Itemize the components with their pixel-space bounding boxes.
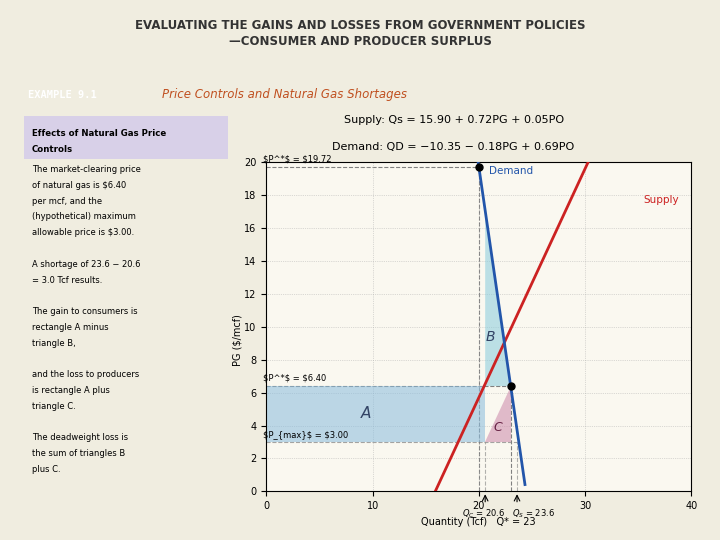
Text: EXAMPLE 9.1: EXAMPLE 9.1	[28, 90, 97, 99]
Text: $Q_S$ = 23.6: $Q_S$ = 23.6	[512, 507, 554, 519]
Polygon shape	[266, 386, 485, 442]
Text: of natural gas is $6.40: of natural gas is $6.40	[32, 181, 126, 190]
Text: Controls: Controls	[32, 145, 73, 154]
Text: and the loss to producers: and the loss to producers	[32, 370, 139, 379]
Polygon shape	[485, 211, 510, 386]
Text: The gain to consumers is: The gain to consumers is	[32, 307, 138, 316]
Text: plus C.: plus C.	[32, 465, 60, 474]
Text: The market-clearing price: The market-clearing price	[32, 165, 141, 174]
Text: B: B	[486, 329, 495, 343]
Text: Demand: QD = −10.35 − 0.18PG + 0.69PO: Demand: QD = −10.35 − 0.18PG + 0.69PO	[333, 142, 575, 152]
Text: rectangle A minus: rectangle A minus	[32, 323, 109, 332]
Text: —CONSUMER AND PRODUCER SURPLUS: —CONSUMER AND PRODUCER SURPLUS	[228, 35, 492, 48]
Text: Demand: Demand	[490, 166, 534, 176]
Text: is rectangle A plus: is rectangle A plus	[32, 386, 110, 395]
Text: = 3.0 Tcf results.: = 3.0 Tcf results.	[32, 275, 102, 285]
Text: $P_{max}$ = $3.00: $P_{max}$ = $3.00	[264, 430, 348, 438]
Text: $Q_C$ = 20.6: $Q_C$ = 20.6	[462, 507, 505, 519]
Text: PG ($/mcf): PG ($/mcf)	[233, 314, 243, 366]
Text: The deadweight loss is: The deadweight loss is	[32, 433, 128, 442]
Text: triangle C.: triangle C.	[32, 402, 76, 411]
X-axis label: Quantity (Tcf)   Q* = 23: Quantity (Tcf) Q* = 23	[421, 517, 536, 526]
Text: triangle B,: triangle B,	[32, 339, 76, 348]
Text: (hypothetical) maximum: (hypothetical) maximum	[32, 212, 136, 221]
Text: A: A	[361, 407, 371, 422]
Polygon shape	[485, 386, 510, 442]
Text: Supply: Qs = 15.90 + 0.72PG + 0.05PO: Supply: Qs = 15.90 + 0.72PG + 0.05PO	[343, 115, 564, 125]
Text: C: C	[493, 421, 503, 434]
Text: $P^*$ = $19.72: $P^*$ = $19.72	[264, 154, 332, 163]
Text: the sum of triangles B: the sum of triangles B	[32, 449, 125, 458]
Text: allowable price is $3.00.: allowable price is $3.00.	[32, 228, 135, 237]
Text: per mcf, and the: per mcf, and the	[32, 197, 102, 206]
FancyBboxPatch shape	[24, 116, 228, 159]
Text: A shortage of 23.6 − 20.6: A shortage of 23.6 − 20.6	[32, 260, 140, 269]
Text: Price Controls and Natural Gas Shortages: Price Controls and Natural Gas Shortages	[162, 88, 408, 101]
Text: Effects of Natural Gas Price: Effects of Natural Gas Price	[32, 129, 166, 138]
Text: EVALUATING THE GAINS AND LOSSES FROM GOVERNMENT POLICIES: EVALUATING THE GAINS AND LOSSES FROM GOV…	[135, 19, 585, 32]
Text: Supply: Supply	[644, 195, 679, 205]
Text: $P^*$ = $6.40: $P^*$ = $6.40	[264, 374, 326, 383]
